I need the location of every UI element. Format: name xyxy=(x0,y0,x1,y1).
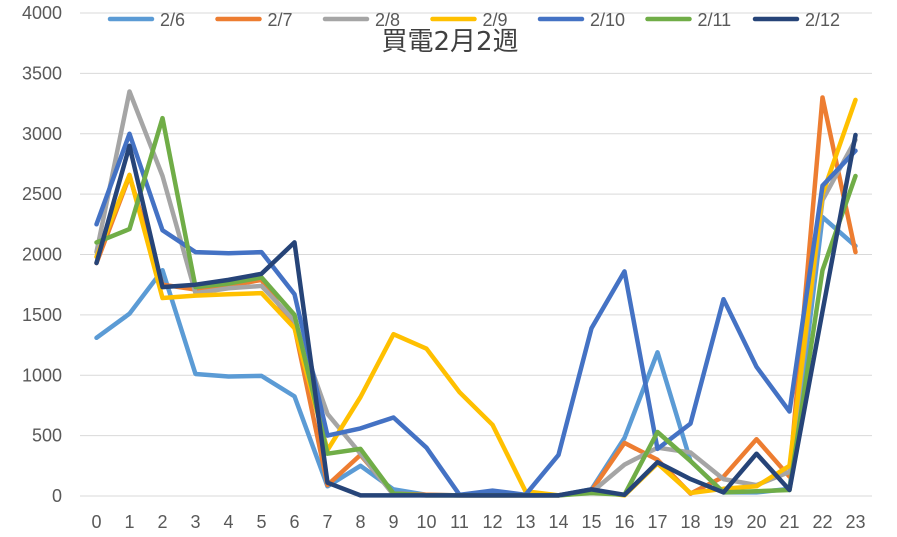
x-tick-label: 7 xyxy=(322,512,332,532)
legend-label: 2/6 xyxy=(160,10,185,30)
legend-label: 2/11 xyxy=(698,10,732,30)
x-tick-label: 2 xyxy=(157,512,167,532)
x-tick-label: 16 xyxy=(614,512,634,532)
x-tick-label: 10 xyxy=(416,512,436,532)
legend-label: 2/8 xyxy=(375,10,400,30)
x-tick-label: 4 xyxy=(223,512,233,532)
y-tick-label: 1500 xyxy=(22,305,62,325)
y-tick-label: 3000 xyxy=(22,124,62,144)
y-tick-label: 4000 xyxy=(22,3,62,23)
x-tick-label: 20 xyxy=(746,512,766,532)
series-line-2-12 xyxy=(94,132,858,498)
x-tick-label: 17 xyxy=(647,512,667,532)
x-tick-label: 14 xyxy=(548,512,568,532)
y-tick-label: 3500 xyxy=(22,63,62,83)
x-tick-label: 6 xyxy=(289,512,299,532)
y-tick-label: 1000 xyxy=(22,365,62,385)
y-tick-label: 500 xyxy=(32,426,62,446)
x-tick-label: 21 xyxy=(779,512,799,532)
legend-label: 2/9 xyxy=(483,10,508,30)
x-tick-label: 15 xyxy=(581,512,601,532)
x-tick-label: 8 xyxy=(355,512,365,532)
x-tick-label: 18 xyxy=(680,512,700,532)
x-tick-label: 12 xyxy=(482,512,502,532)
x-tick-label: 5 xyxy=(256,512,266,532)
x-tick-label: 23 xyxy=(845,512,865,532)
x-tick-label: 22 xyxy=(812,512,832,532)
x-tick-label: 19 xyxy=(713,512,733,532)
x-tick-label: 9 xyxy=(388,512,398,532)
x-tick-label: 13 xyxy=(515,512,535,532)
x-tick-label: 0 xyxy=(91,512,101,532)
x-tick-label: 11 xyxy=(450,512,469,532)
series-lines xyxy=(94,89,858,498)
legend-label: 2/10 xyxy=(590,10,625,30)
x-axis-tick-labels: 0 1 2 3 4 5 6 7 8 9 10 11 12 13 14 15 16 17 18 19 20 21 22 23 xyxy=(91,512,865,532)
x-tick-label: 1 xyxy=(124,512,134,532)
y-tick-label: 2000 xyxy=(22,245,62,265)
chart-title: 買電2月2週 xyxy=(381,27,518,57)
series-line-2-11 xyxy=(94,115,858,498)
x-tick-label: 3 xyxy=(190,512,200,532)
y-tick-label: 2500 xyxy=(22,184,62,204)
y-tick-label: 0 xyxy=(52,486,62,506)
legend-label: 2/12 xyxy=(805,10,840,30)
y-axis-tick-labels: 0 500 1000 1500 2000 2500 3000 3500 4000 xyxy=(22,3,62,506)
legend: 2/6 2/7 2/8 2/9 2/10 2/11 2/12 xyxy=(107,10,840,30)
legend-label: 2/7 xyxy=(268,10,293,30)
grid-lines xyxy=(80,12,872,497)
series-line-2-10 xyxy=(94,131,858,498)
